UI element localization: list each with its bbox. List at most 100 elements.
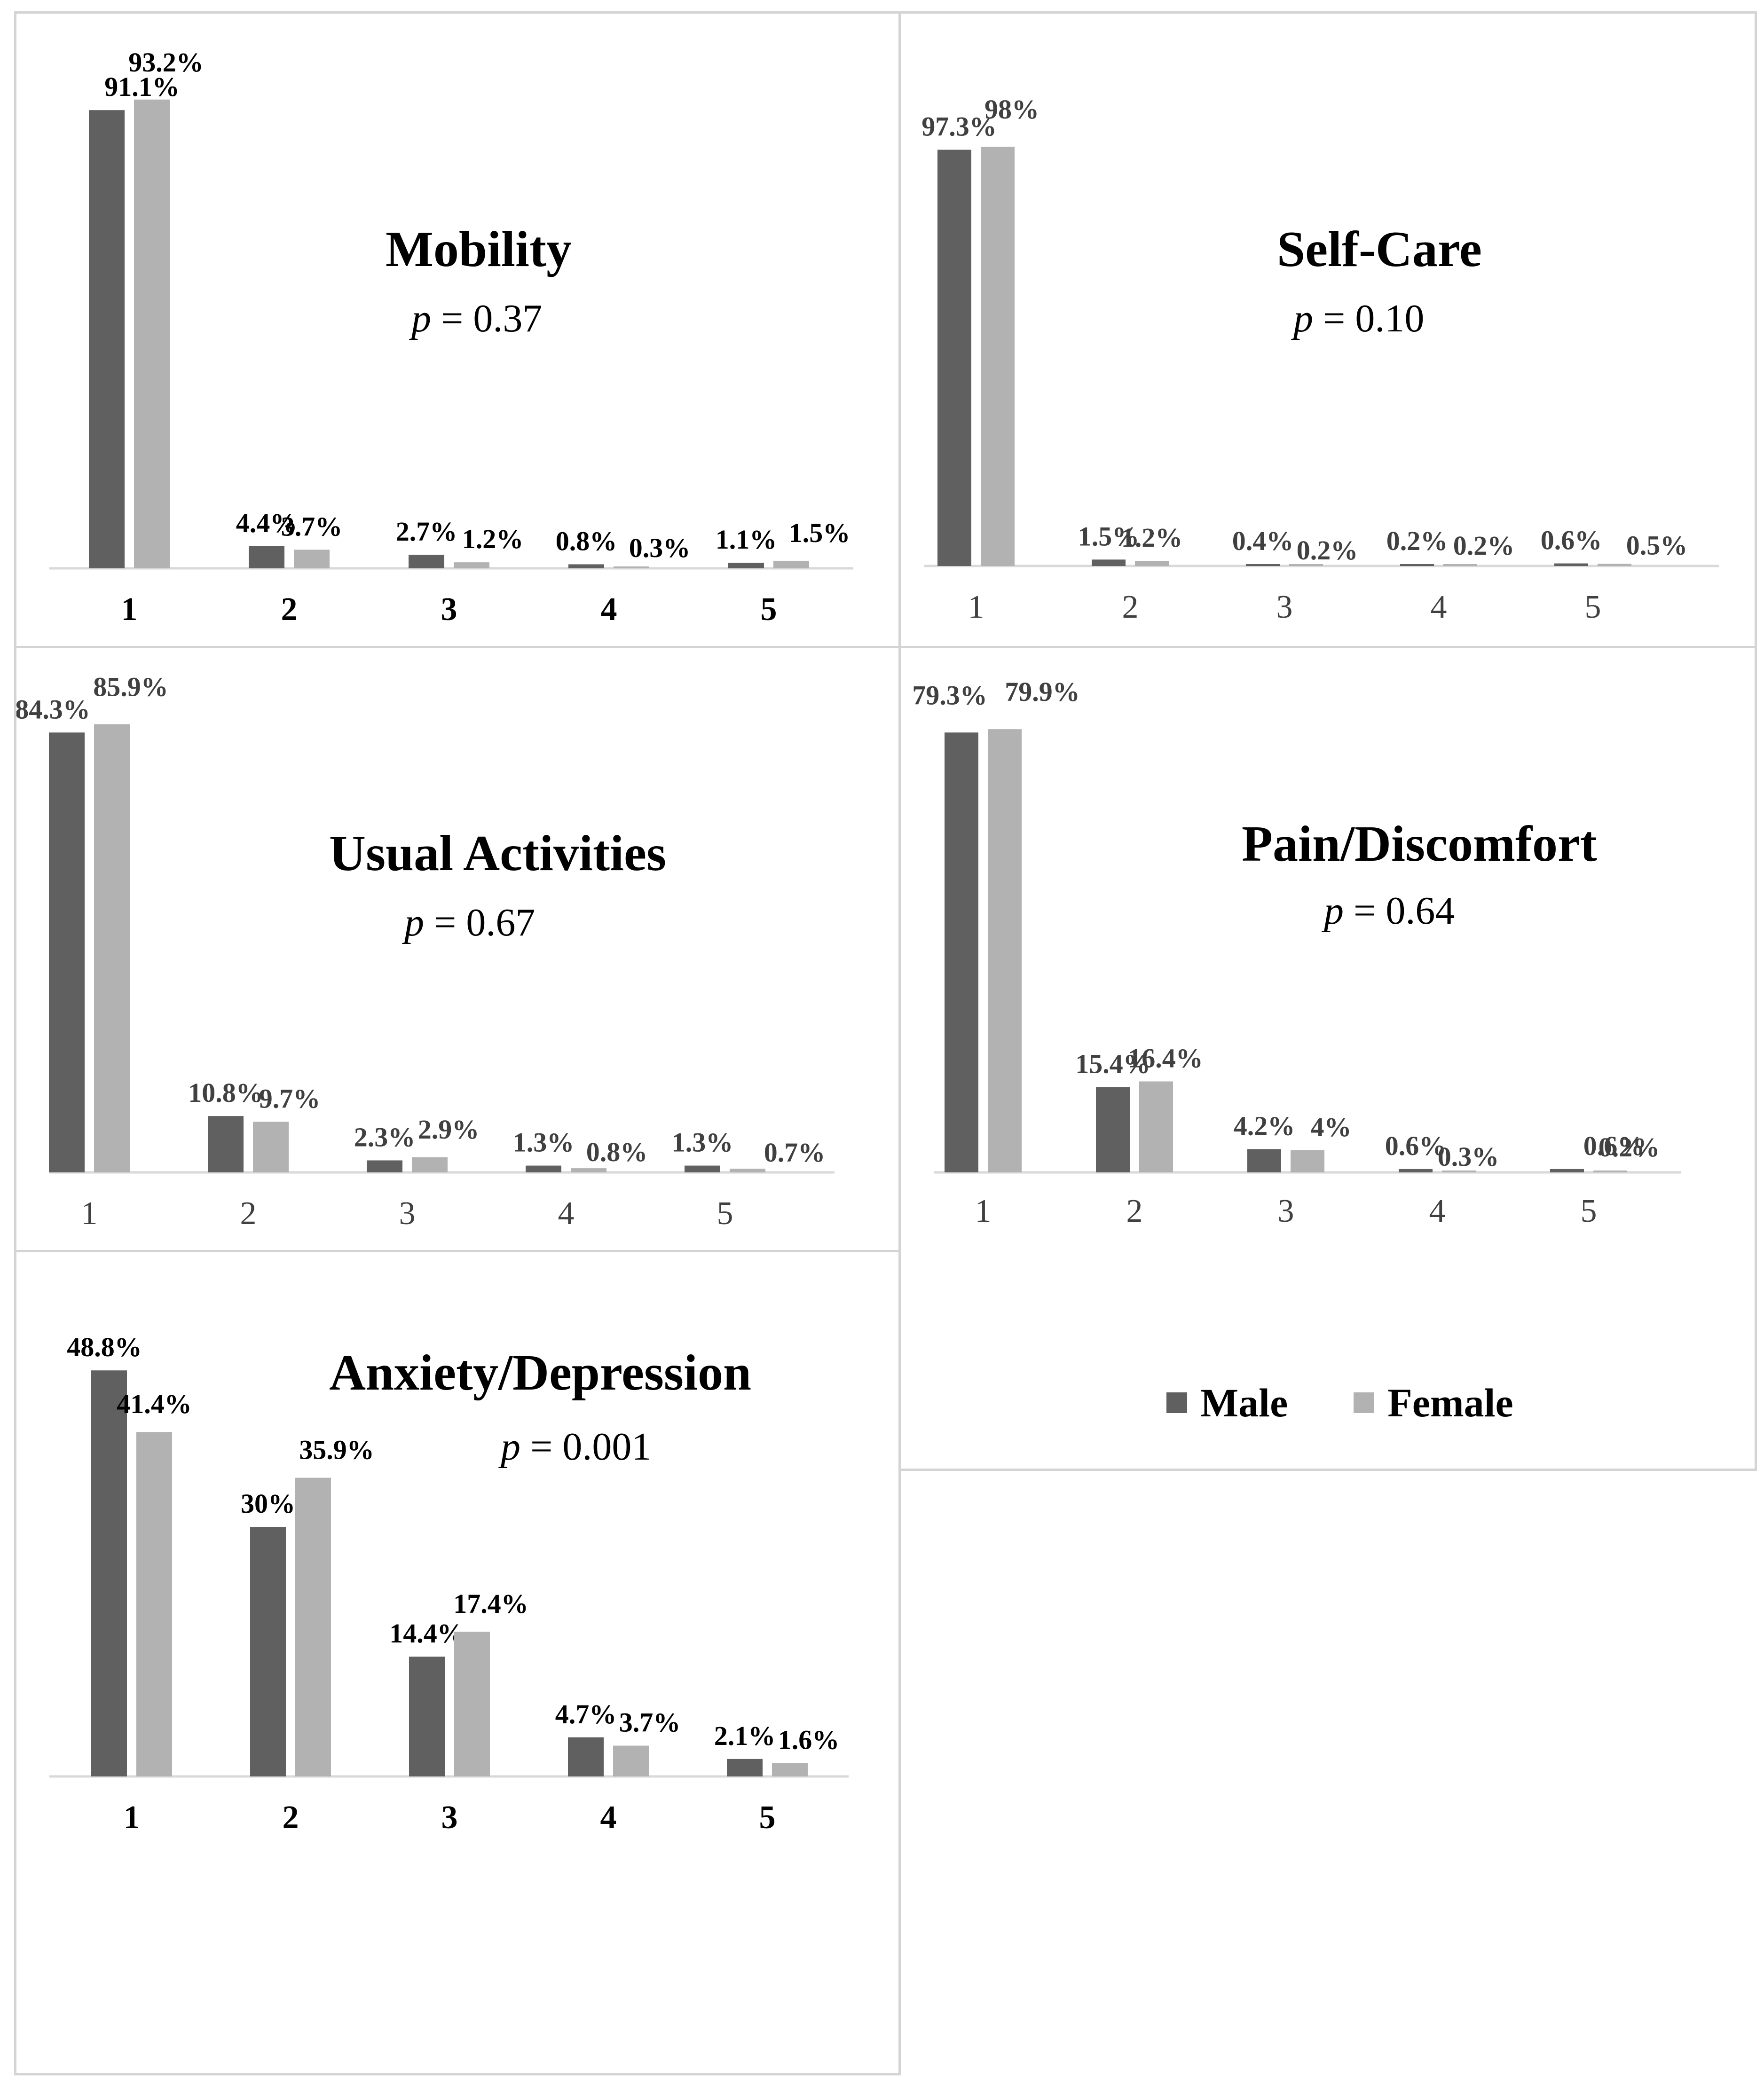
mobility-bar-male-5	[728, 563, 764, 568]
usual-data-label-male-4: 1.3%	[513, 1127, 575, 1158]
pain-data-label-male-1: 79.3%	[912, 680, 987, 710]
usual-bar-male-4	[526, 1165, 561, 1172]
usual-data-label-female-3: 2.9%	[418, 1114, 480, 1145]
mobility-data-label-female-1: 93.2%	[128, 47, 204, 78]
anxiety-data-label-male-2: 30%	[241, 1488, 295, 1519]
mobility-bar-female-1	[134, 99, 170, 568]
anxiety-tick-label-2: 2	[283, 1799, 299, 1836]
anxiety-tick-label-1: 1	[124, 1799, 140, 1836]
anxiety-data-label-female-1: 41.4%	[117, 1389, 192, 1419]
selfcare-chart-svg: 97.3%98%11.5%1.2%20.4% 0.2%30.2% 0.2%40.6%…	[921, 94, 1719, 625]
pain-discomfort-chart-svg: 79.3% 79.9%115.4%16.4%24.2% 4%30.6%0.3%40.…	[912, 676, 1681, 1229]
pain-data-label-male-4: 0.6%	[1385, 1131, 1447, 1161]
usual-data-label-female-1: 85.9%	[93, 672, 168, 702]
p-symbol: p	[1324, 889, 1344, 933]
usual-data-label-female-4: 0.8%	[586, 1137, 648, 1167]
pain-bar-male-5	[1550, 1169, 1584, 1172]
anxiety-bar-female-1	[136, 1432, 172, 1776]
mobility-bar-female-5	[773, 560, 809, 568]
usual-activities-p-value: p = 0.67	[404, 900, 535, 945]
usual-tick-label-2: 2	[240, 1195, 257, 1232]
mobility-bar-male-3	[409, 555, 444, 568]
mobility-chart-title: Mobility	[386, 221, 572, 277]
anxiety-data-label-male-3: 14.4%	[389, 1618, 465, 1649]
usual-tick-label-4: 4	[558, 1195, 575, 1232]
mobility-data-label-female-3: 1.2%	[462, 524, 524, 554]
anxiety-bar-female-5	[772, 1763, 808, 1776]
usual-bar-female-2	[253, 1122, 289, 1172]
selfcare-tick-label-3: 3	[1276, 589, 1293, 625]
selfcare-bar-male-3	[1246, 564, 1280, 566]
mobility-data-label-male-2: 4.4%	[236, 508, 298, 538]
anxiety-tick-label-3: 3	[441, 1799, 458, 1836]
mobility-bar-male-1	[89, 110, 125, 569]
anxiety-depression-chart-svg: 48.8% 41.4% 1 30%35.9% 2 14.4%17.4% 3 4.7% 3.7% 4…	[49, 1332, 849, 1836]
usual-bar-female-4	[571, 1168, 606, 1172]
anxiety-bar-male-1	[91, 1370, 127, 1776]
p-value-text: = 0.67	[424, 901, 536, 944]
selfcare-bar-female-4	[1443, 564, 1477, 566]
mobility-p-value: p = 0.37	[411, 296, 542, 341]
mobility-data-label-male-1: 91.1%	[104, 71, 180, 102]
p-symbol: p	[1293, 297, 1313, 340]
selfcare-data-label-male-4: 0.2%	[1386, 526, 1448, 556]
selfcare-bar-female-3	[1289, 564, 1323, 566]
mobility-chart-panel: 91.1% 93.2% 1 4.4% 3.7% 2 2.7% 1.2% 3 0.8% 0.3% 4 1.…	[14, 11, 901, 648]
legend-label-male: Male	[1200, 1380, 1288, 1425]
legend-item-female: Female	[1354, 1379, 1513, 1426]
p-value-text: = 0.37	[431, 297, 543, 340]
usual-data-label-male-5: 1.3%	[672, 1127, 733, 1158]
pain-tick-label-3: 3	[1278, 1193, 1294, 1229]
mobility-tick-label-4: 4	[601, 591, 617, 628]
pain-data-label-female-1: 79.9%	[1005, 676, 1080, 707]
anxiety-bar-male-5	[727, 1759, 763, 1776]
p-symbol: p	[404, 901, 424, 944]
anxiety-tick-label-5: 5	[759, 1799, 776, 1836]
usual-data-label-male-2: 10.8%	[188, 1077, 263, 1108]
pain-bar-male-4	[1399, 1169, 1433, 1172]
usual-data-label-male-3: 2.3%	[354, 1122, 416, 1152]
p-value-text: = 0.10	[1313, 297, 1425, 340]
pain-data-label-male-5: 0.6%	[1583, 1131, 1645, 1161]
pain-data-label-female-2: 16.4%	[1128, 1043, 1203, 1073]
selfcare-bar-male-2	[1092, 559, 1126, 566]
legend-swatch-male	[1166, 1392, 1187, 1413]
usual-activities-chart-panel: 84.3% 85.9% 1 10.8% 9.7% 2 2.3% 2.9% 3 1.3% 0.8% 4 1…	[14, 646, 901, 1252]
p-value-text: = 0.64	[1344, 889, 1455, 933]
usual-bar-female-1	[94, 724, 130, 1172]
pain-discomfort-chart-panel: 79.3% 79.9% 1 15.4% 16.4% 2 4.2% 4% 3 0.6% 0.3% 4 0.…	[898, 646, 1757, 1471]
mobility-data-label-female-2: 3.7%	[281, 511, 343, 542]
pain-bar-female-2	[1139, 1081, 1173, 1172]
selfcare-data-label-female-3: 0.2%	[1297, 535, 1358, 566]
pain-tick-label-4: 4	[1429, 1193, 1446, 1229]
pain-bar-male-1	[945, 732, 978, 1172]
selfcare-data-label-female-4: 0.2%	[1453, 530, 1515, 561]
anxiety-bar-female-4	[613, 1745, 649, 1776]
usual-data-label-female-2: 9.7%	[259, 1083, 321, 1114]
pain-discomfort-chart-title: Pain/Discomfort	[1242, 816, 1597, 872]
mobility-data-label-female-5: 1.5%	[789, 518, 850, 548]
anxiety-depression-chart-panel: 48.8% 41.4% 1 30% 35.9% 2 14.4% 17.4% 3 4.7% 3.7% 4…	[14, 1250, 901, 2075]
anxiety-data-label-male-1: 48.8%	[67, 1332, 142, 1362]
anxiety-data-label-male-4: 4.7%	[555, 1699, 617, 1729]
chart-legend: Male Female	[1166, 1379, 1579, 1426]
usual-bar-female-3	[412, 1157, 448, 1172]
selfcare-data-label-female-2: 1.2%	[1121, 522, 1183, 553]
usual-tick-label-5: 5	[717, 1195, 733, 1232]
selfcare-p-value: p = 0.10	[1293, 296, 1424, 341]
mobility-bar-female-4	[614, 566, 649, 568]
usual-activities-chart-title: Usual Activities	[329, 825, 666, 881]
usual-bar-female-5	[730, 1169, 765, 1172]
selfcare-bar-female-1	[981, 147, 1015, 566]
pain-bar-female-3	[1291, 1150, 1324, 1172]
pain-bar-female-4	[1442, 1171, 1476, 1172]
pain-tick-label-2: 2	[1126, 1193, 1143, 1229]
mobility-data-label-male-4: 0.8%	[556, 526, 617, 556]
legend-label-female: Female	[1387, 1380, 1513, 1425]
usual-activities-chart-svg: 84.3%85.9% 1 10.8%9.7% 2 2.3% 2.9% 3 1.3% 0.8% 4 1…	[16, 672, 835, 1232]
p-symbol: p	[411, 297, 431, 340]
pain-tick-label-5: 5	[1581, 1193, 1597, 1229]
selfcare-tick-label-2: 2	[1122, 589, 1139, 625]
mobility-bar-female-3	[454, 562, 489, 568]
anxiety-bar-male-2	[250, 1527, 286, 1776]
